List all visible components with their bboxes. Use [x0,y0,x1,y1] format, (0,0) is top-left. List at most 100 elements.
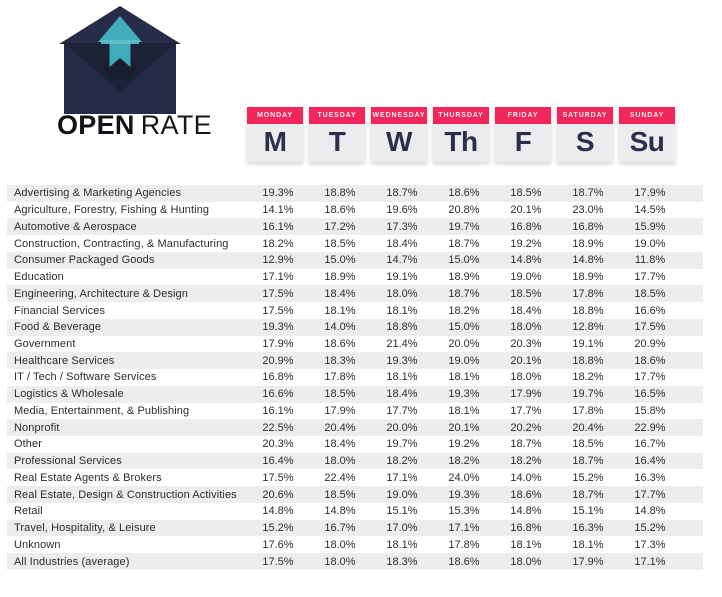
rate-cell-friday: 18.6% [510,488,542,501]
table-row: Advertising & Marketing Agencies 19.3% 1… [7,185,703,202]
industry-label: Government [14,337,76,350]
rate-cell-friday: 16.8% [510,522,542,535]
day-abbr-label: T [328,126,346,157]
rate-cell-sunday: 11.8% [634,254,666,267]
rate-cell-monday: 17.1% [262,271,294,284]
arrow-highlight-band [101,40,139,44]
rate-cell-thursday: 18.7% [448,287,480,300]
rate-cell-saturday: 18.9% [572,237,604,250]
day-abbr-label: Su [629,126,665,157]
rate-cell-friday: 18.1% [510,538,542,551]
rate-cell-friday: 18.0% [510,555,542,568]
rate-cell-sunday: 17.5% [634,321,666,334]
rate-cell-thursday: 20.1% [448,421,480,434]
industry-label: Automotive & Aerospace [14,220,137,233]
rate-cell-wednesday: 17.1% [386,471,418,484]
rate-cell-sunday: 16.3% [634,471,666,484]
rate-cell-saturday: 23.0% [572,204,604,217]
rate-cell-saturday: 18.5% [572,438,604,451]
table-row: All Industries (average) 17.5% 18.0% 18.… [7,553,703,570]
rate-cell-saturday: 18.8% [572,354,604,367]
rate-cell-saturday: 18.7% [572,488,604,501]
day-card-saturday: SATURDAY S [557,107,613,162]
industry-label: Logistics & Wholesale [14,388,124,401]
rate-cell-saturday: 18.1% [572,538,604,551]
rate-cell-tuesday: 18.1% [324,304,356,317]
rate-cell-friday: 18.2% [510,455,542,468]
table-row: Consumer Packaged Goods 12.9% 15.0% 14.7… [7,251,703,269]
rate-cell-sunday: 15.2% [634,522,666,535]
table-row: Education 17.1% 18.9% 19.1% 18.9% 19.0% … [7,269,703,286]
rate-cell-tuesday: 18.9% [324,271,356,284]
rate-cell-sunday: 17.3% [634,538,666,551]
day-name-label: WEDNESDAY [371,107,427,124]
rate-cell-monday: 17.5% [262,555,294,568]
rate-cell-sunday: 17.9% [634,187,666,200]
day-card-tuesday: TUESDAY T [309,107,365,162]
industry-label: Advertising & Marketing Agencies [14,187,182,200]
rate-cell-sunday: 15.8% [634,404,666,417]
rate-cell-sunday: 22.9% [634,421,666,434]
rate-cell-saturday: 19.1% [572,337,604,350]
rate-cell-monday: 16.8% [262,371,294,384]
envelope-pocket [64,43,176,114]
rate-cell-friday: 20.3% [510,337,542,350]
rate-cell-thursday: 18.1% [448,371,480,384]
rate-cell-sunday: 18.5% [634,287,666,300]
rate-cell-saturday: 15.2% [572,471,604,484]
rate-cell-wednesday: 18.3% [386,555,418,568]
rate-cell-tuesday: 14.0% [324,321,356,334]
table-row: Government 17.9% 18.6% 21.4% 20.0% 20.3%… [7,336,703,353]
rate-cell-friday: 19.0% [510,271,542,284]
rate-cell-tuesday: 18.0% [324,538,356,551]
rate-cell-thursday: 18.7% [448,237,480,250]
logo-title-open: OPEN [57,110,135,140]
rate-cell-sunday: 17.1% [634,555,666,568]
rate-cell-friday: 18.5% [510,187,542,200]
industry-label: Healthcare Services [14,354,115,367]
rate-cell-thursday: 19.0% [448,354,480,367]
rate-cell-monday: 17.5% [262,287,294,300]
rate-cell-saturday: 14.8% [572,254,604,267]
day-name-label: MONDAY [247,107,303,124]
industry-label: Real Estate Agents & Brokers [14,471,162,484]
table-row: Media, Entertainment, & Publishing 16.1%… [7,403,703,420]
rate-cell-wednesday: 20.0% [386,421,418,434]
rate-cell-saturday: 18.7% [572,455,604,468]
rate-cell-sunday: 20.9% [634,337,666,350]
industry-label: Other [14,438,43,451]
rate-cell-thursday: 20.0% [448,337,480,350]
rate-cell-monday: 18.2% [262,237,294,250]
rate-cell-monday: 19.3% [262,187,294,200]
rate-cell-thursday: 18.6% [448,555,480,568]
rate-cell-wednesday: 18.0% [386,287,418,300]
day-card-thursday: THURSDAY Th [433,107,489,162]
rate-cell-wednesday: 15.1% [386,505,418,518]
rate-cell-friday: 20.1% [510,204,542,217]
rate-cell-monday: 17.5% [262,304,294,317]
rate-cell-friday: 20.2% [510,421,542,434]
table-row: Agriculture, Forestry, Fishing & Hunting… [7,202,703,219]
industry-label: Food & Beverage [14,321,102,334]
rate-cell-wednesday: 19.7% [386,438,418,451]
rate-cell-monday: 15.2% [262,522,294,535]
rate-cell-tuesday: 17.2% [324,220,356,233]
rate-cell-saturday: 17.8% [572,404,604,417]
open-rate-logo: OPEN RATE [55,4,212,140]
rate-cell-monday: 20.9% [262,354,294,367]
rate-cell-tuesday: 18.8% [324,187,356,200]
rate-cell-saturday: 15.1% [572,505,604,518]
rate-cell-sunday: 18.6% [634,354,666,367]
rate-cell-sunday: 16.5% [634,388,666,401]
day-abbr-label: W [386,126,412,157]
envelope-arrow-icon [59,6,181,114]
rate-cell-sunday: 16.4% [634,455,666,468]
rate-cell-monday: 19.3% [262,321,294,334]
industry-label: IT / Tech / Software Services [14,371,157,384]
rate-cell-friday: 18.7% [510,438,542,451]
rate-cell-friday: 16.8% [510,220,542,233]
rate-cell-monday: 17.5% [262,471,294,484]
rate-cell-tuesday: 18.5% [324,388,356,401]
rate-cell-wednesday: 17.7% [386,404,418,417]
day-abbr-label: F [514,126,532,157]
